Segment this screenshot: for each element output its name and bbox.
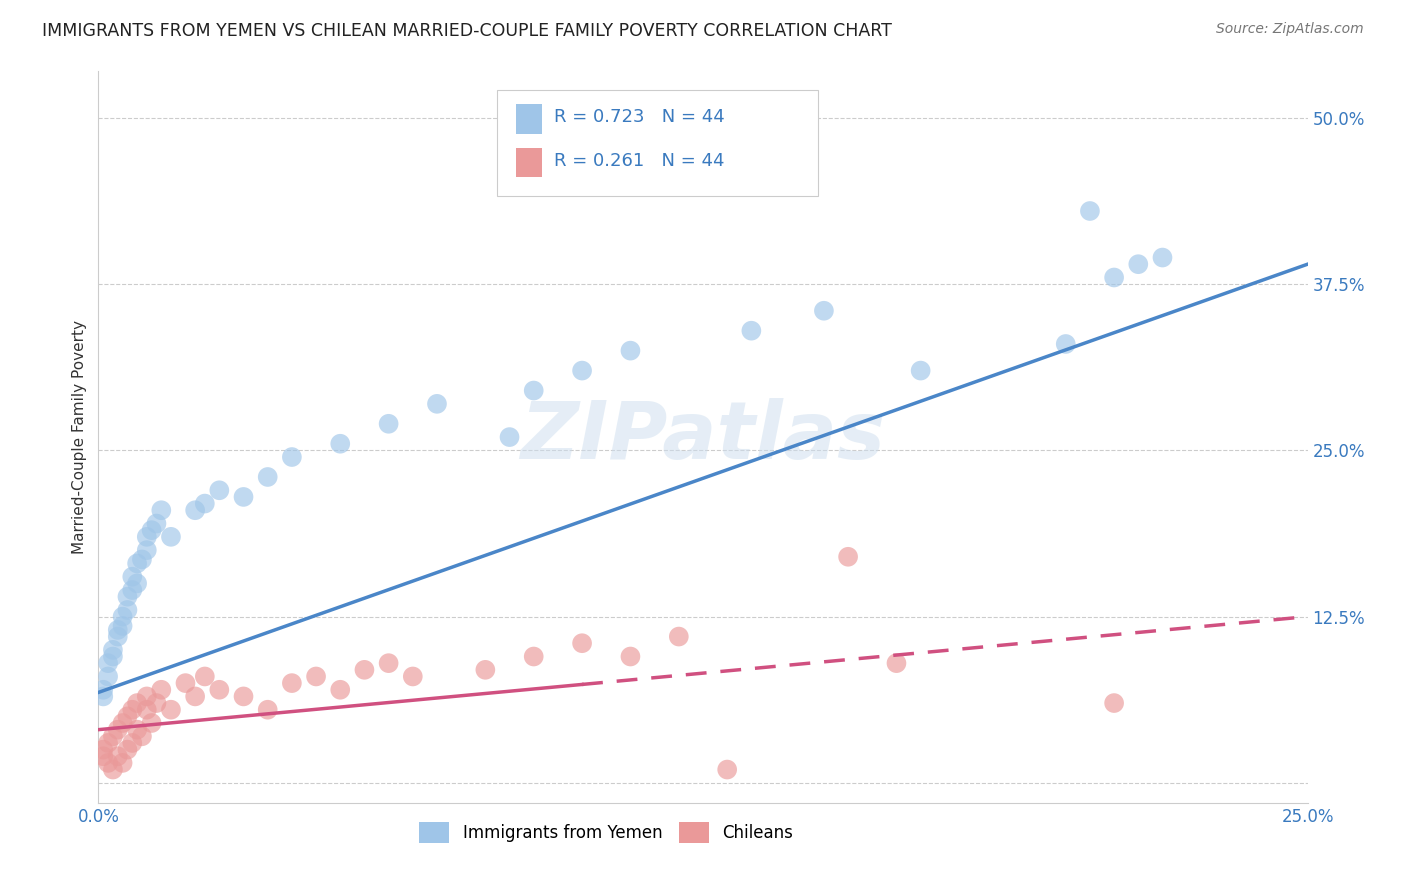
Point <box>111 609 134 624</box>
Point <box>813 303 835 318</box>
Point <box>571 363 593 377</box>
Point <box>1078 204 1101 219</box>
Point <box>329 436 352 450</box>
Point <box>121 703 143 717</box>
Point <box>97 736 120 750</box>
Point <box>91 749 114 764</box>
Point <box>716 763 738 777</box>
Point <box>619 649 641 664</box>
Point <box>208 483 231 498</box>
Point <box>160 703 183 717</box>
Point <box>121 570 143 584</box>
Point <box>160 530 183 544</box>
Y-axis label: Married-Couple Family Poverty: Married-Couple Family Poverty <box>72 320 87 554</box>
Point <box>145 516 167 531</box>
Point <box>668 630 690 644</box>
Point <box>101 643 124 657</box>
Bar <box>516 104 543 134</box>
Point <box>121 736 143 750</box>
Point <box>91 742 114 756</box>
Point <box>131 552 153 566</box>
Point <box>107 723 129 737</box>
Point <box>117 590 139 604</box>
Text: ZIPatlas: ZIPatlas <box>520 398 886 476</box>
Point <box>377 656 399 670</box>
Point <box>281 676 304 690</box>
Point <box>523 649 546 664</box>
Text: R = 0.261   N = 44: R = 0.261 N = 44 <box>554 152 724 169</box>
Point <box>107 749 129 764</box>
Point <box>886 656 908 670</box>
Point <box>523 384 546 398</box>
Point <box>141 716 163 731</box>
Point <box>194 669 217 683</box>
Point <box>1102 270 1125 285</box>
Point <box>232 490 254 504</box>
FancyBboxPatch shape <box>498 90 818 195</box>
Point <box>150 682 173 697</box>
Point <box>184 503 207 517</box>
Point <box>1128 257 1150 271</box>
Point <box>305 669 328 683</box>
Point <box>135 543 157 558</box>
Point <box>111 619 134 633</box>
Point <box>91 682 114 697</box>
Point <box>256 703 278 717</box>
Point <box>208 682 231 697</box>
Point <box>135 703 157 717</box>
Point <box>117 603 139 617</box>
Point <box>184 690 207 704</box>
Point <box>910 363 932 377</box>
Point <box>1152 251 1174 265</box>
Point <box>101 649 124 664</box>
Point <box>131 729 153 743</box>
Point <box>619 343 641 358</box>
Point <box>117 709 139 723</box>
Text: IMMIGRANTS FROM YEMEN VS CHILEAN MARRIED-COUPLE FAMILY POVERTY CORRELATION CHART: IMMIGRANTS FROM YEMEN VS CHILEAN MARRIED… <box>42 22 891 40</box>
Point <box>150 503 173 517</box>
Point <box>145 696 167 710</box>
Point <box>111 716 134 731</box>
Point <box>127 576 149 591</box>
Point <box>281 450 304 464</box>
Point <box>256 470 278 484</box>
Point <box>571 636 593 650</box>
Point <box>474 663 496 677</box>
Point <box>135 530 157 544</box>
Point <box>329 682 352 697</box>
Point <box>97 756 120 770</box>
Point <box>837 549 859 564</box>
Point <box>353 663 375 677</box>
Point <box>135 690 157 704</box>
Point <box>740 324 762 338</box>
Point <box>127 557 149 571</box>
Point <box>101 763 124 777</box>
Point <box>426 397 449 411</box>
Point <box>97 669 120 683</box>
Point <box>174 676 197 690</box>
Point <box>101 729 124 743</box>
Point <box>97 656 120 670</box>
Text: Source: ZipAtlas.com: Source: ZipAtlas.com <box>1216 22 1364 37</box>
Point <box>377 417 399 431</box>
Point <box>107 630 129 644</box>
Point <box>194 497 217 511</box>
Point <box>141 523 163 537</box>
Point <box>1102 696 1125 710</box>
Point <box>107 623 129 637</box>
Point <box>127 696 149 710</box>
Point <box>121 582 143 597</box>
Point <box>117 742 139 756</box>
Point <box>1054 337 1077 351</box>
Text: R = 0.723   N = 44: R = 0.723 N = 44 <box>554 108 725 126</box>
Bar <box>516 148 543 178</box>
Point <box>91 690 114 704</box>
Legend: Immigrants from Yemen, Chileans: Immigrants from Yemen, Chileans <box>413 815 800 849</box>
Point <box>498 430 520 444</box>
Point <box>111 756 134 770</box>
Point <box>402 669 425 683</box>
Point <box>127 723 149 737</box>
Point <box>232 690 254 704</box>
